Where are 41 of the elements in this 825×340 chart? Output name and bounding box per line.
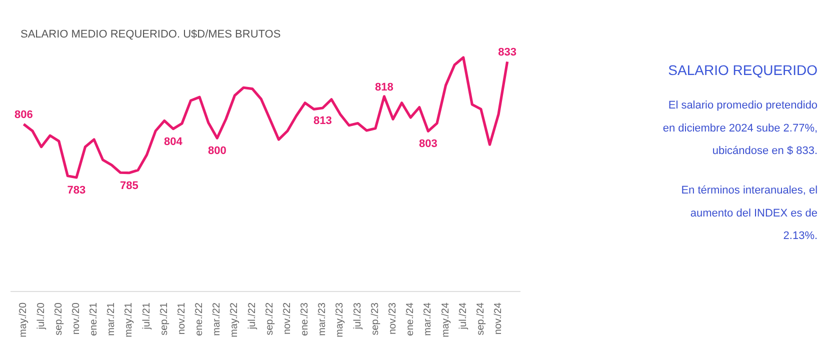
- data-label: 785: [120, 180, 138, 192]
- x-tick-label: jul./23: [352, 302, 364, 330]
- x-tick-label: may./20: [18, 302, 30, 338]
- x-tick-label: jul./24: [458, 302, 469, 330]
- x-tick-label: nov./20: [70, 302, 82, 335]
- x-tick-label: sep./24: [475, 302, 486, 336]
- x-tick-label: sep./22: [264, 302, 276, 336]
- x-tick-label: nov./22: [282, 302, 293, 335]
- text: SALARIO REQUERIDO: [668, 62, 818, 78]
- x-tick-label: nov./23: [388, 302, 398, 335]
- text: El salario promedio pretendido en diciembre 2024 sube 2.77%, ubicándose en $ 833.: [662, 100, 818, 158]
- x-tick-label: mar./24: [422, 302, 434, 336]
- data-label: 804: [164, 136, 184, 148]
- x-tick-label: may./23: [334, 302, 346, 338]
- x-tick-label: nov./21: [176, 302, 188, 335]
- x-tick-label: may./24: [440, 302, 452, 338]
- x-tick-label: may./22: [229, 302, 240, 338]
- x-tick-label: mar./23: [317, 302, 328, 336]
- x-tick-label: sep./21: [158, 302, 170, 336]
- x-tick-label: jul./20: [36, 302, 47, 330]
- data-label: 813: [313, 115, 332, 127]
- x-tick-label: sep./20: [53, 302, 64, 336]
- x-tick-label: ene./23: [300, 302, 311, 336]
- x-tick-label: nov./24: [493, 302, 504, 335]
- x-tick-label: mar./21: [106, 302, 118, 336]
- x-tick-label: ene./21: [88, 302, 100, 336]
- text: En términos interanuales, el aumento del INDEX es de 2.13%.: [681, 184, 818, 242]
- x-tick-label: sep./23: [370, 302, 381, 336]
- x-tick-label: ene./22: [194, 302, 206, 336]
- data-label: 806: [14, 109, 33, 122]
- x-tick-label: jul./22: [246, 302, 258, 330]
- data-label: 803: [418, 138, 438, 150]
- data-label: 783: [67, 184, 86, 196]
- x-tick-label: ene./24: [405, 302, 416, 336]
- chart-title: SALARIO MEDIO REQUERIDO. U$D/MES BRUTOS: [20, 28, 281, 40]
- data-label: 800: [208, 145, 226, 158]
- x-tick-label: jul./21: [141, 302, 152, 330]
- data-label: 818: [375, 81, 394, 94]
- x-tick-label: may./21: [124, 302, 135, 338]
- data-label: 833: [498, 46, 516, 59]
- x-tick-label: mar./22: [212, 302, 223, 336]
